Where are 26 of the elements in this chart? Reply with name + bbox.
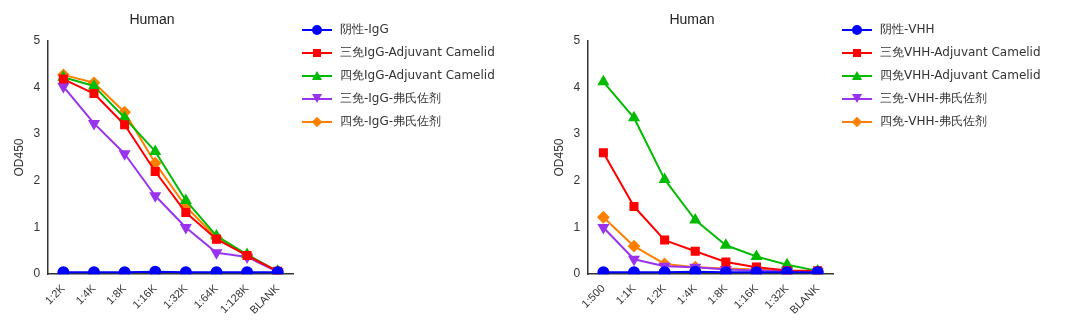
chart-title: Human bbox=[669, 11, 715, 28]
y-tick-label: 0 bbox=[33, 266, 41, 281]
y-tick-label: 0 bbox=[573, 266, 581, 281]
y-tick-label: 3 bbox=[33, 126, 41, 141]
y-axis-title: OD450 bbox=[551, 138, 566, 177]
legend-label: 四免VHH-Adjuvant Camelid bbox=[880, 67, 1041, 84]
legend-label: 三免IgG-Adjuvant Camelid bbox=[340, 44, 495, 61]
legend-label: 四免IgG-Adjuvant Camelid bbox=[340, 67, 495, 84]
y-tick-label: 3 bbox=[573, 126, 581, 141]
y-tick-label: 1 bbox=[33, 219, 41, 234]
y-tick-label: 5 bbox=[33, 33, 41, 48]
y-tick-label: 4 bbox=[573, 79, 581, 94]
y-tick-label: 2 bbox=[33, 173, 41, 188]
y-tick-label: 4 bbox=[33, 79, 41, 94]
y-tick-label: 1 bbox=[573, 219, 581, 234]
legend-label: 三免-VHH-弗氏佐剂 bbox=[880, 90, 987, 107]
legend-label: 三免-IgG-弗氏佐剂 bbox=[340, 90, 442, 107]
legend-label: 阴性-VHH bbox=[880, 21, 935, 38]
y-axis-title: OD450 bbox=[11, 138, 26, 177]
legend-label: 阴性-IgG bbox=[340, 21, 389, 38]
legend-label: 四免-VHH-弗氏佐剂 bbox=[880, 113, 987, 130]
y-tick-label: 2 bbox=[573, 173, 581, 188]
chart-title: Human bbox=[129, 11, 175, 28]
legend-label: 四免-IgG-弗氏佐剂 bbox=[340, 113, 442, 130]
legend-label: 三免VHH-Adjuvant Camelid bbox=[880, 44, 1041, 61]
y-tick-label: 5 bbox=[573, 33, 581, 48]
